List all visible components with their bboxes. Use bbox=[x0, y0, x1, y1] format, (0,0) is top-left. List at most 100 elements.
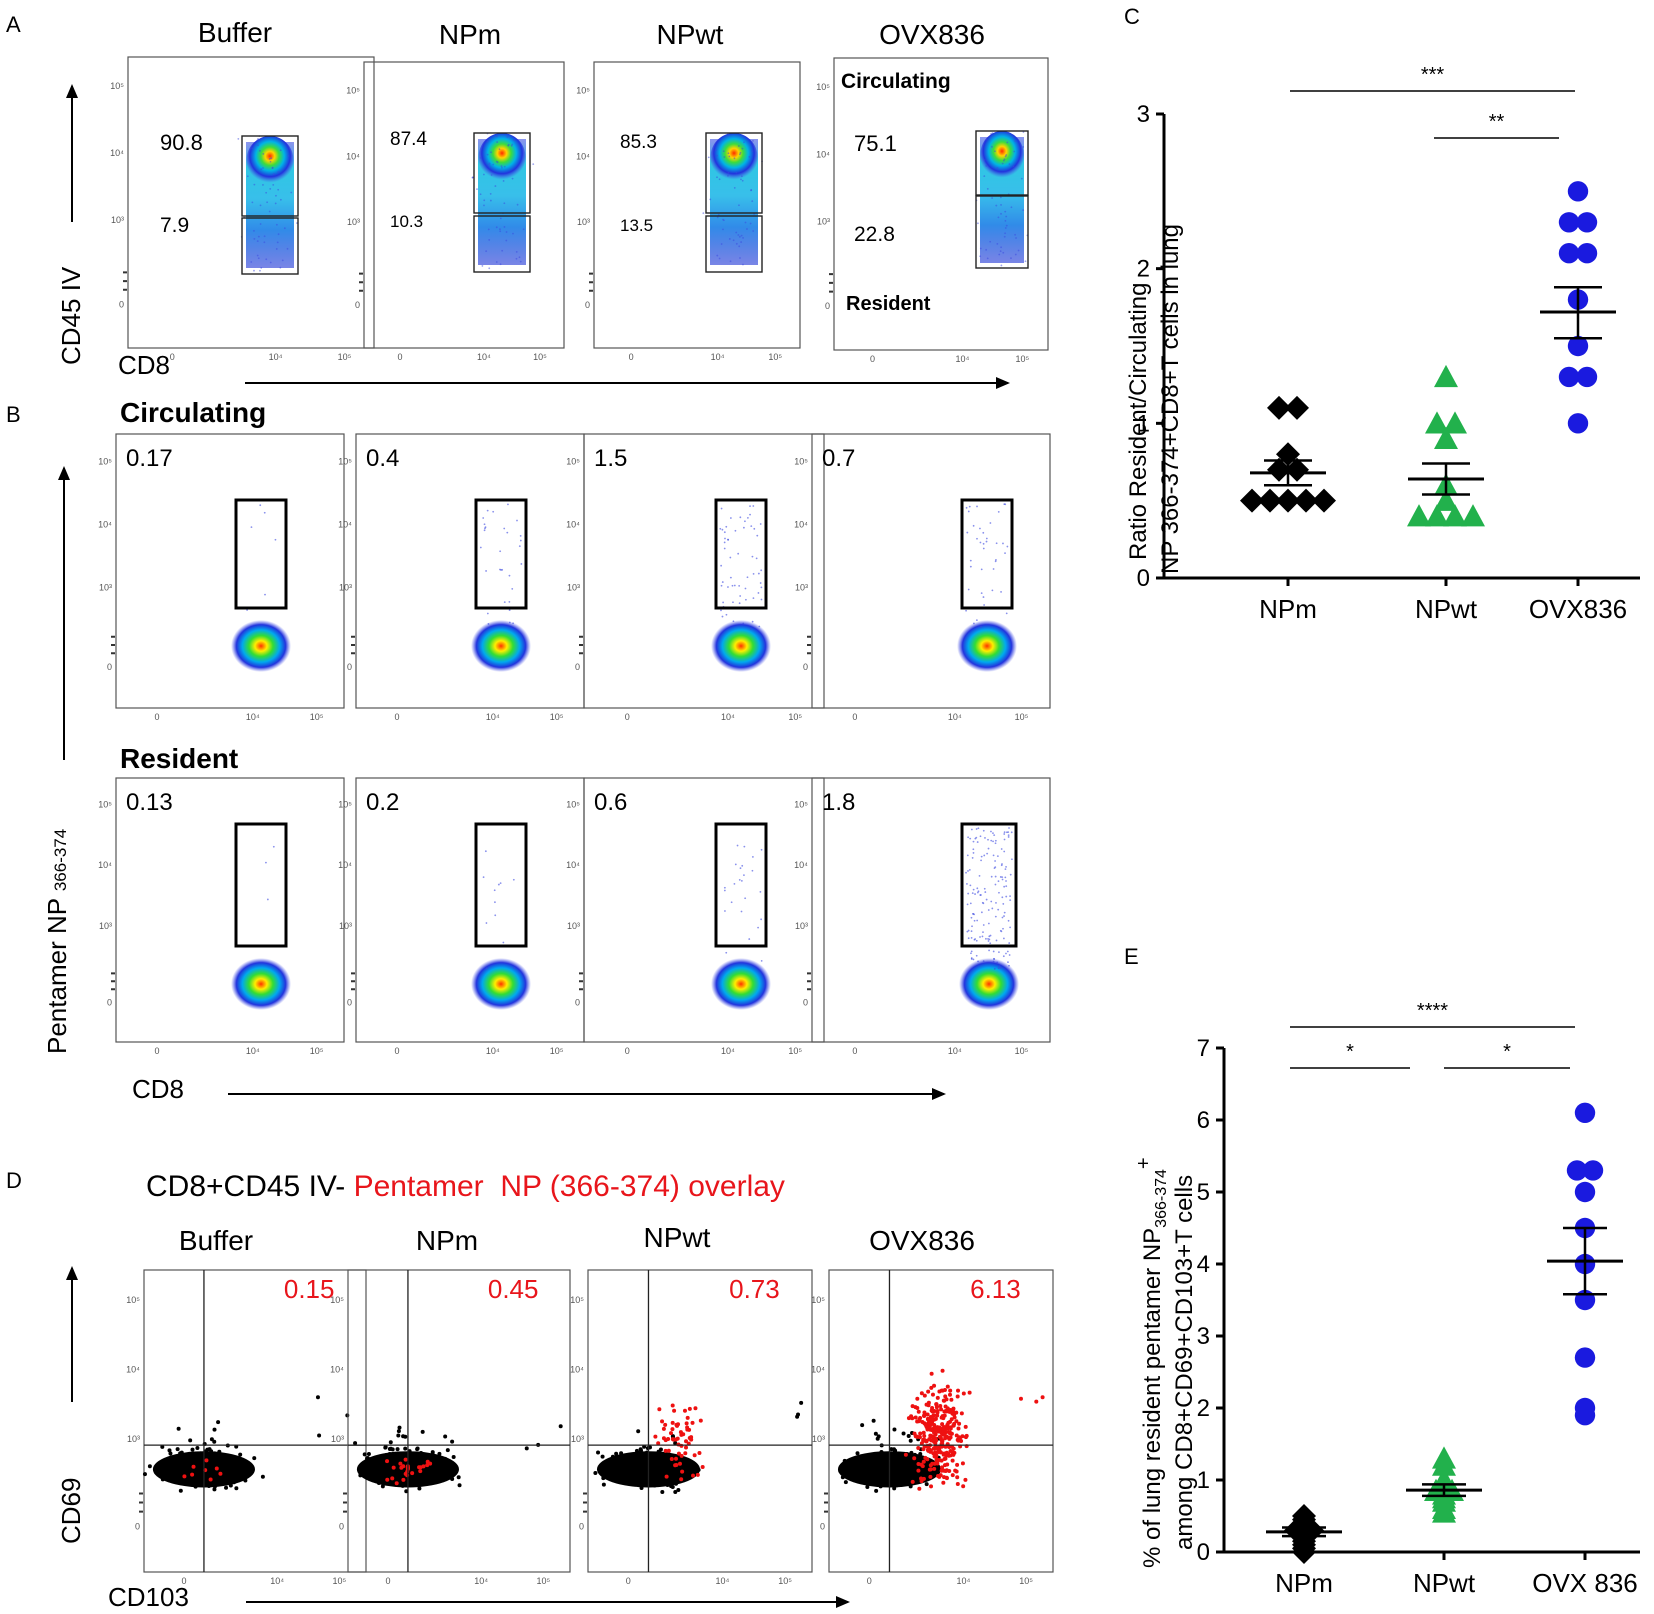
panel-d-plot-npm-event-black bbox=[396, 1429, 401, 1434]
panel-d-plot-npm-event-black bbox=[415, 1446, 420, 1451]
panel-d-plot-ovx836-event-black bbox=[860, 1423, 865, 1428]
panel-b-resident-plot-0-event bbox=[265, 861, 267, 864]
panel-b-resident-plot-3-event bbox=[980, 911, 983, 914]
panel-d-plot-npm-event-red bbox=[401, 1477, 406, 1482]
panel-b-resident-plot-0-ytick-1: 10⁴ bbox=[98, 860, 112, 870]
panel-b-circulating-plot-3-event bbox=[997, 510, 1000, 513]
panel-d-plot-ovx836-event-black bbox=[909, 1463, 914, 1468]
panel-d-plot-ovx836-event-black bbox=[902, 1460, 907, 1465]
panel-b-resident-plot-0-xtick-0: 0 bbox=[155, 1046, 160, 1056]
panel-d-plot-npwt-event-red bbox=[684, 1439, 689, 1444]
panel-a-plot-buffer-event bbox=[270, 157, 273, 160]
panel-b-resident-plot-0-event bbox=[266, 898, 269, 901]
panel-b-circulating-plot-2-event bbox=[760, 569, 763, 572]
panel-a-plot-npwt-event bbox=[718, 257, 721, 260]
panel-d-plot-ovx836-event-red bbox=[954, 1419, 959, 1424]
panel-b-circulating-plot-3-event bbox=[975, 619, 978, 622]
panel-d-plot-npm-event-black bbox=[362, 1452, 367, 1457]
panel-d-plot-buffer-event-black bbox=[183, 1461, 188, 1466]
panelE-ytick-label-2: 2 bbox=[1197, 1395, 1210, 1422]
panel-d-plot-ovx836-event-black bbox=[866, 1463, 871, 1468]
panel-d-plot-npwt-event-black bbox=[616, 1472, 621, 1477]
panel-d-plot-ovx836-event-black bbox=[851, 1467, 856, 1472]
panel-a-plot-buffer-event bbox=[257, 144, 259, 147]
panel-b-resident-plot-3-event bbox=[969, 837, 972, 840]
panel-a-plot-buffer-event bbox=[279, 149, 282, 152]
panel-b-resident-plot-2-event bbox=[743, 874, 745, 877]
panel-d-plot-ovx836-event-red bbox=[942, 1475, 947, 1480]
panel-b-resident-plot-3-event bbox=[988, 949, 990, 952]
panel-b-resident-plot-3-event bbox=[995, 939, 998, 942]
panel-a-plot-ovx836-event bbox=[1003, 235, 1006, 238]
panel-d-plot-npm-event-black bbox=[376, 1480, 381, 1485]
panel-d-plot-npm-event-black bbox=[445, 1448, 450, 1453]
panel-a-plot-ovx836-ytick-1: 10⁴ bbox=[816, 149, 830, 159]
panel-a-plot-ovx836-event bbox=[1017, 249, 1020, 252]
panel-d-plot-npm-event-black bbox=[379, 1478, 384, 1483]
panel-a-plot-npm-event bbox=[515, 251, 518, 253]
panel-a-plot-npm-event bbox=[512, 232, 514, 235]
panel-d-plot-npm-event-black bbox=[353, 1441, 358, 1446]
panel-d-plot-npm-event-black bbox=[369, 1465, 374, 1470]
panel-b-resident-plot-3-event bbox=[975, 939, 978, 942]
panel-a-plot-npwt-event bbox=[738, 153, 741, 156]
panel-a-plot-npm-event bbox=[513, 139, 516, 142]
panel-b-resident-plot-2-event bbox=[744, 897, 747, 900]
panel-a-plot-npm-gate-upper bbox=[473, 132, 531, 214]
panel-a-plot-ovx836-event bbox=[1015, 237, 1017, 239]
panel-d-plot-buffer-event-black bbox=[226, 1455, 231, 1460]
panel-a-plot-npwt-event bbox=[732, 239, 735, 242]
panel-d-plot-buffer-event-black bbox=[215, 1476, 220, 1481]
panel-d-plot-ovx836-event-red bbox=[950, 1450, 955, 1455]
panel-d-plot-buffer-event-red bbox=[190, 1472, 195, 1477]
panel-a-plot-buffer-event bbox=[259, 149, 261, 152]
panel-d-plot-npm-event-black bbox=[403, 1446, 408, 1451]
panel-d-label: D bbox=[6, 1168, 22, 1193]
panel-d-plot-ovx836-event-black bbox=[909, 1472, 914, 1477]
panel-d-plot-npwt-event-black bbox=[660, 1464, 665, 1469]
panel-b-resident-plot-3-event bbox=[966, 854, 969, 857]
panel-d-plot-npwt-event-black bbox=[601, 1476, 606, 1481]
panel-b-resident-plot-2-event bbox=[723, 889, 726, 892]
panel-d-plot-ovx836-event-red bbox=[912, 1456, 917, 1461]
panel-b-circulating-plot-3-event bbox=[976, 537, 978, 540]
panel-b-resident-plot-3-ytick-3: 0 bbox=[803, 997, 808, 1007]
panel-b-resident-plot-3-event bbox=[1000, 864, 1003, 867]
panel-d-plot-ovx836-event-red bbox=[953, 1468, 958, 1473]
panel-b-resident-plot-2-event bbox=[751, 856, 754, 858]
panel-d-plot-ovx836-event-black bbox=[883, 1471, 888, 1476]
panel-d-plot-ovx836-event-red bbox=[960, 1434, 965, 1439]
panel-d-plot-npm-event-black bbox=[416, 1454, 421, 1459]
panel-a-plot-npm-event bbox=[488, 239, 491, 241]
panel-d-plot-buffer-event-black bbox=[238, 1462, 243, 1467]
panel-a-plot-ovx836-event bbox=[1004, 155, 1007, 158]
panel-d-plot-ovx836-event-red bbox=[916, 1468, 921, 1473]
panel-d-plot-npwt-event-red bbox=[673, 1463, 678, 1468]
panel-d-plot-ovx836-event-red bbox=[930, 1418, 935, 1423]
panel-b-circulating-plot-1-event bbox=[486, 509, 489, 512]
panel-d-plot-npm-event-black bbox=[366, 1452, 371, 1457]
panel-b-circulating-plot-1-event bbox=[483, 523, 486, 526]
panelE-ytick-label-0: 0 bbox=[1197, 1539, 1210, 1566]
panel-d-plot-buffer-event-black bbox=[209, 1468, 214, 1473]
panel-d-plot-npm-event-black bbox=[437, 1451, 442, 1456]
panel-d-plot-npwt-event-black bbox=[658, 1447, 663, 1452]
panel-b-circulating-plot-2-event bbox=[732, 620, 735, 623]
panel-d-plot-npm-event-black bbox=[407, 1449, 412, 1454]
panel-d-plot-npm-event-black bbox=[441, 1468, 446, 1473]
panel-b-y-axis-main: Pentamer NP bbox=[42, 898, 72, 1054]
panel-d-plot-buffer-event-black bbox=[224, 1466, 229, 1471]
panel-d-plot-npwt-event-red bbox=[684, 1421, 689, 1426]
panel-b-circulating-plot-2-value: 1.5 bbox=[594, 445, 627, 472]
panel-a-plot-ovx836-event bbox=[999, 250, 1002, 253]
panel-d-plot-npwt-event-black bbox=[637, 1459, 642, 1464]
panel-a-plot-buffer-event bbox=[269, 188, 272, 190]
panel-b-circulating-plot-2-event bbox=[743, 526, 745, 529]
panel-d-plot-buffer-event-black bbox=[205, 1447, 210, 1452]
panel-b-resident-plot-3-event bbox=[999, 876, 1002, 878]
panel-a-plot-npwt-event bbox=[744, 221, 747, 224]
panel-d-plot-npwt-event-black bbox=[619, 1473, 624, 1478]
panel-d-plot-npwt-event-black bbox=[640, 1465, 645, 1470]
panel-d-plot-npwt-event-red bbox=[664, 1474, 669, 1479]
panel-b-circulating-plot-0-event bbox=[250, 526, 253, 528]
